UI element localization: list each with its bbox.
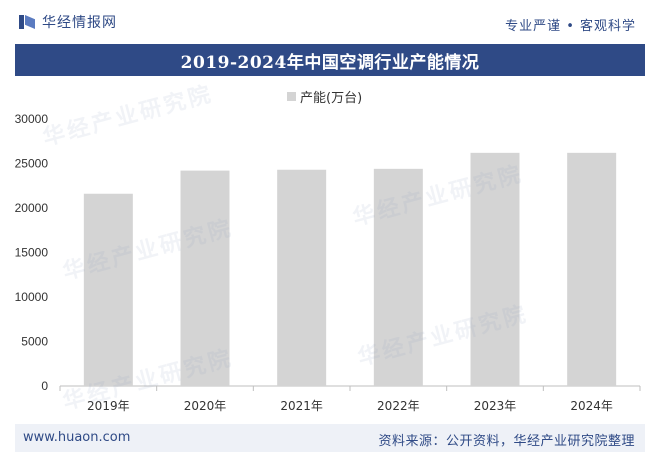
x-tick-label: 2022年 xyxy=(377,399,420,413)
chart-legend: 产能(万台) xyxy=(287,87,362,106)
brand-logo-icon xyxy=(18,13,36,31)
x-tick-label: 2020年 xyxy=(184,399,227,413)
footer-source: 资料来源：公开资料，华经产业研究院整理 xyxy=(378,434,635,449)
y-tick-label: 20000 xyxy=(15,201,49,215)
brand[interactable]: 华经情报网 xyxy=(18,12,117,32)
bar xyxy=(567,152,617,386)
bar xyxy=(373,168,423,386)
x-tick-label: 2021年 xyxy=(280,399,323,413)
y-tick-label: 10000 xyxy=(15,290,49,304)
bar xyxy=(180,170,230,386)
x-tick-label: 2023年 xyxy=(474,399,517,413)
y-tick-label: 30000 xyxy=(15,112,49,126)
legend-label: 产能(万台) xyxy=(300,91,363,106)
bar-chart: 0 5000 10000 15000 20000 25000 30000 2019年 2020年… xyxy=(15,112,641,413)
y-tick-label: 5000 xyxy=(21,335,48,349)
chart-title-bar: 2019-2024年中国空调行业产能情况 xyxy=(15,44,645,76)
y-tick-label: 15000 xyxy=(15,246,49,260)
footer: www.huaon.com 资料来源：公开资料，华经产业研究院整理 xyxy=(15,424,645,452)
chart-title: 2019-2024年中国空调行业产能情况 xyxy=(180,52,480,73)
y-tick-label: 25000 xyxy=(15,157,49,171)
x-tick-label: 2019年 xyxy=(87,399,130,413)
bar xyxy=(83,193,133,386)
bar xyxy=(470,152,520,386)
header: 华经情报网 专业严谨 • 客观科学 xyxy=(0,0,660,44)
y-tick-label: 0 xyxy=(41,379,48,393)
legend-swatch xyxy=(287,92,296,101)
footer-url-link[interactable]: www.huaon.com xyxy=(23,430,131,445)
slogan: 专业严谨 • 客观科学 xyxy=(505,19,636,34)
brand-name: 华经情报网 xyxy=(42,15,117,31)
bar xyxy=(277,169,327,386)
x-tick-label: 2024年 xyxy=(570,399,613,413)
